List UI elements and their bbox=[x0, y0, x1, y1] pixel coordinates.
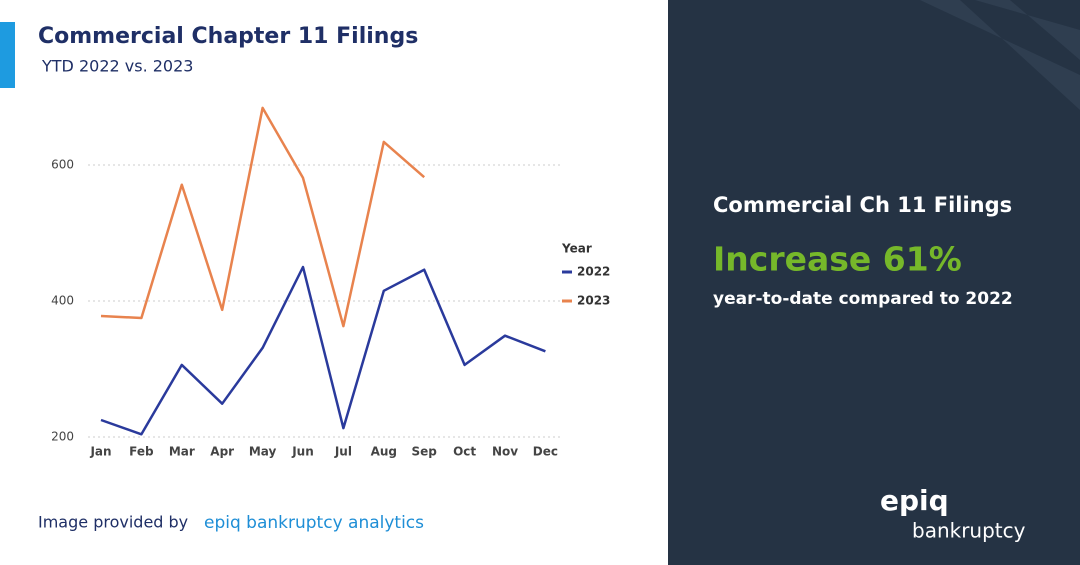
x-tick-label: Aug bbox=[371, 445, 397, 459]
right-panel bbox=[668, 0, 1080, 565]
logo-bottom: bankruptcy bbox=[912, 519, 1026, 543]
x-tick-label: Nov bbox=[492, 445, 518, 459]
x-tick-label: Feb bbox=[129, 445, 154, 459]
x-tick-label: Sep bbox=[412, 445, 438, 459]
series-line bbox=[100, 106, 426, 328]
series-line bbox=[100, 265, 546, 436]
x-tick-label: Oct bbox=[453, 445, 476, 459]
legend-title: Year bbox=[561, 242, 592, 256]
chart-subtitle: YTD 2022 vs. 2023 bbox=[41, 57, 193, 76]
y-tick-label: 600 bbox=[51, 158, 74, 172]
panel-heading: Commercial Ch 11 Filings bbox=[713, 193, 1012, 217]
footer-brand: epiq bankruptcy analytics bbox=[204, 513, 424, 533]
y-tick-label: 400 bbox=[51, 294, 74, 308]
x-tick-label: Apr bbox=[210, 445, 234, 459]
footer-prefix: Image provided by bbox=[38, 513, 188, 532]
x-tick-label: Dec bbox=[533, 445, 558, 459]
left-panel bbox=[0, 0, 668, 565]
panel-note: year-to-date compared to 2022 bbox=[713, 289, 1013, 309]
decor-stripe bbox=[975, 0, 1080, 60]
accent-bar bbox=[0, 22, 15, 88]
y-tick-label: 200 bbox=[51, 430, 74, 444]
legend-label: 2022 bbox=[577, 265, 610, 279]
x-tick-label: Mar bbox=[169, 445, 195, 459]
panel-highlight: Increase 61% bbox=[713, 240, 962, 279]
logo-top: epiq bbox=[880, 484, 949, 517]
x-tick-label: Jan bbox=[89, 445, 111, 459]
x-tick-label: May bbox=[249, 445, 277, 459]
x-tick-label: Jul bbox=[334, 445, 352, 459]
x-tick-label: Jun bbox=[291, 445, 314, 459]
chart-title: Commercial Chapter 11 Filings bbox=[38, 24, 418, 49]
legend-label: 2023 bbox=[577, 294, 610, 308]
